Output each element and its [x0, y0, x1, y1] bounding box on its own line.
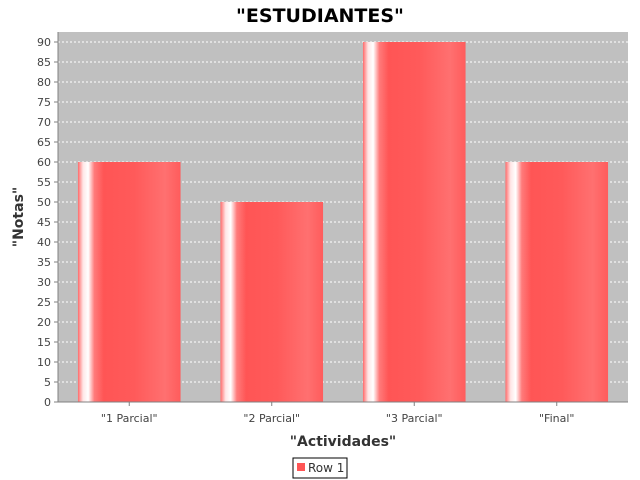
- y-tick-label: 45: [37, 216, 51, 229]
- bar: [220, 202, 324, 402]
- y-tick-label: 50: [37, 196, 51, 209]
- y-tick-label: 85: [37, 56, 51, 69]
- legend-swatch: [297, 463, 305, 471]
- x-tick-label: "1 Parcial": [101, 412, 158, 425]
- y-tick-label: 55: [37, 176, 51, 189]
- bar: [505, 162, 609, 402]
- x-tick-label: "2 Parcial": [243, 412, 300, 425]
- x-axis-label: "Actividades": [290, 434, 396, 450]
- gridlines: [58, 41, 628, 383]
- legend-box: [292, 457, 348, 479]
- y-tick-label: 0: [44, 396, 51, 409]
- y-tick-label: 80: [37, 76, 51, 89]
- y-tick-label: 5: [44, 376, 51, 389]
- y-tick-label: 15: [37, 336, 51, 349]
- x-tick-label: "3 Parcial": [386, 412, 443, 425]
- y-tick-label: 30: [37, 276, 51, 289]
- chart-title: "ESTUDIANTES": [236, 5, 404, 27]
- y-axis-label: "Notas": [11, 187, 27, 247]
- y-tick-label: 25: [37, 296, 51, 309]
- y-tick-label: 35: [37, 256, 51, 269]
- y-tick-label: 90: [37, 36, 51, 49]
- y-axis-ticks: 0 5 10 15 20 25 30 35 40 45 50 55 60 65 70 75 80 85 90: [37, 36, 58, 409]
- bar: [362, 42, 466, 402]
- x-tick-label: "Final": [539, 412, 574, 425]
- x-axis-ticks: "1 Parcial" "2 Parcial" "3 Parcial" "Final": [101, 402, 574, 425]
- bars: [77, 42, 609, 402]
- bar: [77, 162, 181, 402]
- y-tick-label: 40: [37, 236, 51, 249]
- y-tick-label: 20: [37, 316, 51, 329]
- legend-entry: Row 1: [308, 461, 344, 475]
- legend: Row 1: [292, 457, 348, 479]
- y-tick-label: 60: [37, 156, 51, 169]
- y-tick-label: 75: [37, 96, 51, 109]
- y-tick-label: 10: [37, 356, 51, 369]
- y-tick-label: 65: [37, 136, 51, 149]
- y-tick-label: 70: [37, 116, 51, 129]
